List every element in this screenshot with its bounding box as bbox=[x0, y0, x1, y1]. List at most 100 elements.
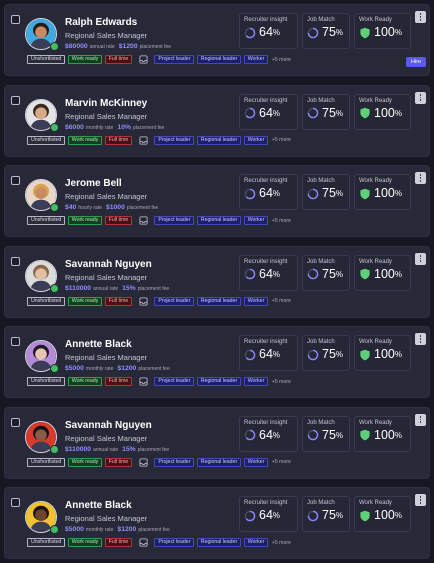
more-vertical-icon[interactable] bbox=[415, 11, 426, 23]
select-checkbox[interactable] bbox=[11, 176, 20, 185]
skill-tag: Project leader bbox=[154, 216, 195, 225]
metric-label: Work Ready bbox=[359, 178, 392, 184]
more-vertical-icon[interactable] bbox=[415, 252, 426, 265]
metric-label: Recruiter insight bbox=[244, 258, 288, 265]
online-status-dot bbox=[50, 122, 59, 132]
tag-row: Unshortlisted Work ready Full time Proje… bbox=[27, 296, 291, 306]
percent-sign: % bbox=[394, 511, 402, 520]
select-checkbox[interactable] bbox=[11, 337, 20, 346]
unshortlisted-tag[interactable]: Unshortlisted bbox=[27, 216, 66, 225]
unshortlisted-tag[interactable]: Unshortlisted bbox=[27, 538, 66, 547]
rates: $110000 annual rate 15% placement fee bbox=[65, 446, 173, 453]
candidate-card[interactable]: Jerome Bell Regional Sales Manager $40 ho… bbox=[4, 165, 430, 237]
candidate-name[interactable]: Annette Black bbox=[65, 339, 132, 350]
online-status-dot bbox=[50, 203, 59, 212]
job-match-metric: Job Match 75% bbox=[302, 254, 350, 291]
avatar-image bbox=[26, 260, 56, 291]
avatar-image bbox=[26, 99, 56, 130]
progress-ring-icon bbox=[307, 429, 319, 441]
inbox-icon[interactable] bbox=[139, 538, 148, 547]
more-skills-link[interactable]: +5 more bbox=[271, 137, 291, 143]
inbox-icon[interactable] bbox=[139, 457, 148, 467]
unshortlisted-tag[interactable]: Unshortlisted bbox=[27, 296, 66, 306]
more-skills-link[interactable]: +5 more bbox=[271, 56, 291, 63]
metric-label: Work Ready bbox=[359, 500, 392, 506]
candidate-name[interactable]: Jerome Bell bbox=[65, 178, 122, 189]
candidate-name[interactable]: Savannah Nguyen bbox=[65, 258, 152, 270]
full-time-tag: Full time bbox=[104, 296, 133, 306]
recruiter-insight-value: 64 bbox=[259, 347, 273, 361]
more-vertical-icon[interactable] bbox=[415, 494, 426, 506]
candidate-name[interactable]: Ralph Edwards bbox=[65, 17, 138, 28]
unshortlisted-tag[interactable]: Unshortlisted bbox=[27, 135, 66, 145]
candidate-role: Regional Sales Manager bbox=[65, 353, 148, 362]
candidate-card[interactable]: Annette Black Regional Sales Manager $50… bbox=[4, 487, 430, 559]
metric-label: Recruiter insight bbox=[244, 339, 288, 345]
unshortlisted-tag[interactable]: Unshortlisted bbox=[27, 457, 66, 467]
candidate-name[interactable]: Savannah Nguyen bbox=[65, 419, 152, 431]
work-ready-value: 100 bbox=[374, 508, 395, 522]
candidate-card[interactable]: Savannah Nguyen Regional Sales Manager $… bbox=[4, 245, 430, 318]
candidate-name[interactable]: Marvin McKinney bbox=[65, 97, 148, 109]
select-checkbox[interactable] bbox=[11, 417, 20, 427]
inbox-icon[interactable] bbox=[139, 55, 148, 64]
metric-label: Job Match bbox=[307, 339, 335, 345]
inbox-icon[interactable] bbox=[139, 216, 148, 225]
percent-sign: % bbox=[394, 430, 402, 440]
job-match-value: 75 bbox=[322, 347, 336, 361]
metric-label: Job Match bbox=[307, 258, 335, 265]
skill-tag: Project leader bbox=[154, 538, 195, 547]
fee-label: placement fee bbox=[137, 285, 170, 292]
percent-sign: % bbox=[335, 269, 344, 279]
more-skills-link[interactable]: +5 more bbox=[271, 298, 291, 304]
skill-tag: Worker bbox=[243, 457, 269, 467]
more-skills-link[interactable]: +5 more bbox=[271, 539, 291, 546]
select-checkbox[interactable] bbox=[11, 256, 20, 266]
candidate-role: Regional Sales Manager bbox=[65, 433, 148, 443]
unshortlisted-tag[interactable]: Unshortlisted bbox=[27, 55, 66, 64]
more-vertical-icon[interactable] bbox=[415, 413, 426, 426]
full-time-tag: Full time bbox=[104, 135, 133, 145]
more-vertical-icon[interactable] bbox=[415, 91, 426, 104]
shield-icon bbox=[360, 268, 370, 280]
rate-value: $110000 bbox=[65, 284, 92, 292]
candidate-card[interactable]: Marvin McKinney Regional Sales Manager $… bbox=[4, 84, 430, 157]
select-checkbox[interactable] bbox=[11, 95, 20, 105]
more-vertical-icon[interactable] bbox=[415, 333, 426, 345]
skill-tag: Project leader bbox=[154, 296, 195, 306]
tag-row: Unshortlisted Work ready Full time Proje… bbox=[27, 216, 291, 225]
skill-tag: Worker bbox=[243, 55, 269, 64]
more-skills-link[interactable]: +5 more bbox=[271, 378, 291, 385]
job-match-metric: Job Match 75% bbox=[302, 335, 350, 371]
rate-value: $5000 bbox=[65, 365, 84, 372]
metric-label: Recruiter insight bbox=[244, 17, 288, 23]
rate-value: $5000 bbox=[65, 526, 84, 533]
inbox-icon[interactable] bbox=[139, 377, 148, 386]
rate-value: $6000 bbox=[65, 123, 84, 131]
percent-sign: % bbox=[272, 189, 281, 198]
candidate-name[interactable]: Annette Black bbox=[65, 500, 132, 511]
select-checkbox[interactable] bbox=[11, 498, 20, 507]
hire-button[interactable]: Hire bbox=[406, 57, 427, 67]
candidate-card[interactable]: Savannah Nguyen Regional Sales Manager $… bbox=[4, 406, 430, 479]
metrics: Recruiter insight 64% Job Match 75% Work… bbox=[239, 13, 411, 49]
avatar bbox=[25, 420, 57, 453]
metric-label: Work Ready bbox=[359, 419, 392, 426]
progress-ring-icon bbox=[307, 188, 319, 199]
inbox-icon[interactable] bbox=[139, 135, 148, 145]
select-checkbox[interactable] bbox=[11, 15, 20, 24]
more-vertical-icon[interactable] bbox=[415, 172, 426, 184]
candidate-card[interactable]: Annette Black Regional Sales Manager $50… bbox=[4, 326, 430, 398]
more-skills-link[interactable]: +5 more bbox=[271, 459, 291, 465]
unshortlisted-tag[interactable]: Unshortlisted bbox=[27, 377, 66, 386]
candidate-card[interactable]: Ralph Edwards Regional Sales Manager $80… bbox=[4, 4, 430, 76]
percent-sign: % bbox=[335, 108, 344, 118]
more-skills-link[interactable]: +5 more bbox=[271, 217, 291, 224]
percent-sign: % bbox=[272, 28, 281, 37]
percent-sign: % bbox=[394, 350, 402, 359]
rates: $5000 monthly rate $1200 placement fee bbox=[65, 365, 174, 372]
skill-tag: Project leader bbox=[154, 55, 195, 64]
recruiter-insight-value: 64 bbox=[259, 105, 273, 120]
inbox-icon[interactable] bbox=[139, 296, 148, 306]
recruiter-insight-value: 64 bbox=[259, 266, 273, 281]
